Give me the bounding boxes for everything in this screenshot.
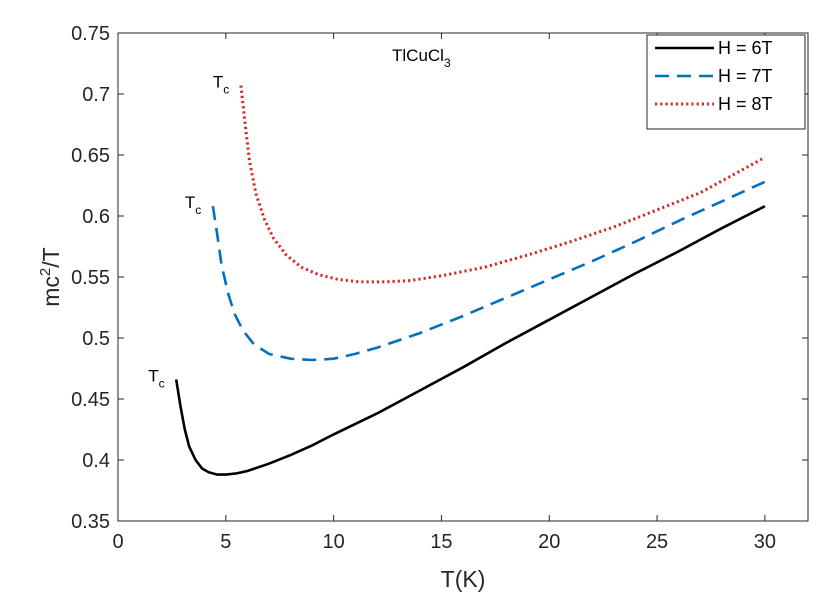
tc-labels: Tc Tc Tc <box>148 72 229 390</box>
series-line-h-6t <box>174 205 766 476</box>
y-tick-label: 0.55 <box>71 267 110 289</box>
y-tick-label: 0.7 <box>82 84 110 106</box>
x-tick-label: 20 <box>538 531 560 553</box>
y-tick-label: 0.45 <box>71 389 110 411</box>
legend: H = 6T H = 7T H = 8T <box>646 34 806 130</box>
y-tick-label: 0.6 <box>82 206 110 228</box>
legend-label-h-8t: H = 8T <box>718 94 773 114</box>
x-tick-label: 30 <box>754 531 776 553</box>
series-line-h-7t <box>211 180 766 362</box>
x-tick-label: 5 <box>220 531 231 553</box>
tc-label-h-6t: Tc <box>148 366 164 390</box>
legend-label-h-7t: H = 7T <box>718 66 773 86</box>
series-line-h-8t <box>239 85 766 284</box>
x-ticks: 0 5 10 15 20 25 30 <box>112 33 776 553</box>
y-tick-label: 0.35 <box>71 511 110 533</box>
legend-label-h-6t: H = 6T <box>718 38 773 58</box>
y-tick-label: 0.5 <box>82 328 110 350</box>
series-layer <box>174 85 766 476</box>
tc-label-h-8t: Tc <box>213 72 229 96</box>
y-ticks: 0.35 0.4 0.45 0.5 0.55 0.6 0.65 0.7 0.75 <box>71 23 808 533</box>
material-annotation: TlCuCl3 <box>392 46 451 70</box>
tc-label-h-7t: Tc <box>185 193 201 217</box>
x-tick-label: 15 <box>430 531 452 553</box>
x-tick-label: 25 <box>646 531 668 553</box>
x-axis-title: T(K) <box>441 566 486 592</box>
axes-box <box>117 32 809 522</box>
y-axis-title: mc2/T <box>37 247 64 306</box>
y-tick-label: 0.65 <box>71 145 110 167</box>
x-tick-label: 0 <box>112 531 123 553</box>
x-tick-label: 10 <box>323 531 345 553</box>
legend-box <box>646 34 806 130</box>
y-tick-label: 0.75 <box>71 23 110 45</box>
y-tick-label: 0.4 <box>82 450 110 472</box>
